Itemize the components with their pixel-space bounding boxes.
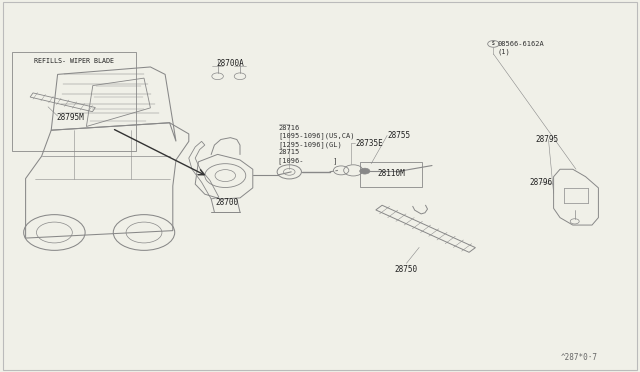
Text: 28796: 28796 bbox=[529, 178, 552, 187]
Text: (1): (1) bbox=[498, 48, 511, 55]
Text: 28795M: 28795M bbox=[56, 113, 84, 122]
Text: 28716
[1095-1096](US,CA)
[1295-1096](GL)
28715
[1096-       ]: 28716 [1095-1096](US,CA) [1295-1096](GL)… bbox=[278, 125, 355, 164]
Text: 28700A: 28700A bbox=[216, 59, 244, 68]
FancyBboxPatch shape bbox=[3, 2, 637, 370]
Text: 28700: 28700 bbox=[216, 198, 239, 207]
Text: S: S bbox=[492, 41, 495, 46]
Text: 28750: 28750 bbox=[395, 265, 418, 274]
Text: ^287*0·7: ^287*0·7 bbox=[561, 353, 598, 362]
Text: 08566-6162A: 08566-6162A bbox=[498, 41, 545, 47]
Bar bbox=[12, 52, 136, 151]
Text: 28795: 28795 bbox=[536, 135, 559, 144]
Text: 28755: 28755 bbox=[387, 131, 410, 140]
Text: REFILLS- WIPER BLADE: REFILLS- WIPER BLADE bbox=[34, 58, 114, 64]
Circle shape bbox=[360, 168, 370, 174]
Text: 28110M: 28110M bbox=[377, 169, 405, 178]
Text: 28735E: 28735E bbox=[355, 139, 383, 148]
Bar bbox=[360, 162, 422, 187]
